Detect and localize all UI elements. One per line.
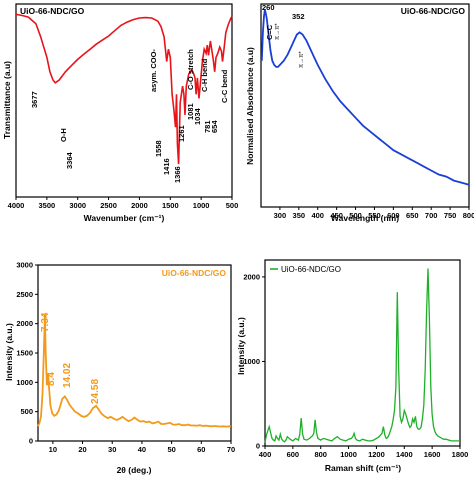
x-tick-label: 1800 — [452, 450, 469, 459]
y-tick-label: 0 — [29, 437, 33, 446]
raman-x-axis-label: Raman shift (cm⁻¹) — [325, 463, 401, 473]
raman-panel: UiO-66-NDC/GO Raman shift (cm⁻¹) Intensi… — [236, 259, 469, 473]
xrd-peak-14-02: 14.02 — [62, 363, 73, 388]
y-tick-label: 1500 — [16, 349, 33, 358]
x-tick-label: 2500 — [100, 201, 117, 210]
y-tick-label: 2000 — [243, 272, 260, 281]
ftir-peak-annotations: 3677 O-H 3364 asym. COO- 1558 1416 1366 … — [30, 49, 229, 183]
x-tick-label: 500 — [226, 201, 239, 210]
x-tick-label: 550 — [368, 211, 381, 220]
ftir-peak-781: 781 — [203, 120, 212, 133]
y-tick-label: 2000 — [16, 319, 33, 328]
x-tick-label: 400 — [259, 450, 272, 459]
uvvis-x-axis-label: Wavelength (nm) — [331, 213, 399, 223]
ftir-ch-bend-label: C-H bend — [200, 58, 209, 92]
x-tick-label: 750 — [444, 211, 457, 220]
x-tick-label: 400 — [311, 211, 324, 220]
ftir-peak-1558: 1558 — [154, 140, 163, 157]
ftir-oh-label: O-H — [59, 128, 68, 142]
raman-legend: UiO-66-NDC/GO — [281, 265, 341, 274]
uvvis-y-axis-label: Normalised Absorbance (a.u) — [245, 47, 255, 165]
xrd-x-axis-label: 2θ (deg.) — [117, 465, 152, 475]
x-tick-label: 60 — [197, 445, 205, 454]
x-tick-label: 40 — [138, 445, 146, 454]
x-tick-label: 20 — [78, 445, 86, 454]
x-tick-label: 300 — [274, 211, 287, 220]
y-tick-label: 1000 — [16, 378, 33, 387]
x-tick-label: 4000 — [8, 201, 25, 210]
ftir-peak-654: 654 — [210, 120, 219, 133]
uvvis-peak-annotations: 260 C=C π→π* 352 π→π* — [262, 3, 305, 68]
ftir-plot-frame — [15, 3, 233, 198]
ftir-cc-bend-label: C-C bend — [220, 69, 229, 103]
uvvis-pi-pi-label-1: π→π* — [275, 23, 281, 40]
ftir-spectrum-line — [15, 13, 233, 165]
ftir-peak-1081: 1081 — [186, 103, 195, 120]
x-tick-label: 600 — [387, 211, 400, 220]
x-tick-label: 1000 — [193, 201, 210, 210]
ftir-peak-1034: 1034 — [193, 107, 202, 125]
uvvis-spectrum-line — [260, 9, 470, 186]
xrd-peak-24-58: 24.58 — [90, 379, 101, 404]
ftir-peak-1416: 1416 — [162, 158, 171, 175]
x-tick-label: 3500 — [39, 201, 56, 210]
x-tick-label: 1500 — [162, 201, 179, 210]
y-tick-label: 1000 — [243, 357, 260, 366]
ftir-co-stretch-label: C-O stretch — [186, 49, 195, 90]
raman-spectrum-line — [264, 268, 460, 443]
y-tick-label: 0 — [256, 442, 260, 451]
x-tick-label: 30 — [108, 445, 116, 454]
xrd-peak-7-34: 7.34 — [40, 312, 51, 332]
x-tick-label: 50 — [167, 445, 175, 454]
x-tick-label: 1600 — [424, 450, 441, 459]
x-tick-label: 3000 — [69, 201, 86, 210]
ftir-panel: UiO-66-NDC/GO Wavenumber (cm⁻¹) Transmit… — [2, 3, 239, 223]
y-tick-label: 3000 — [16, 261, 33, 270]
xrd-peak-8-4: 8.4 — [46, 372, 57, 386]
xrd-y-axis-label: Intensity (a.u.) — [4, 323, 14, 381]
raman-y-axis-label: Intensity (a.u.) — [236, 317, 246, 375]
x-tick-label: 1200 — [368, 450, 385, 459]
ftir-asym-coo-label: asym. COO- — [149, 49, 158, 92]
x-tick-label: 70 — [227, 445, 235, 454]
xrd-legend: UiO-66-NDC/GO — [162, 268, 227, 278]
x-tick-label: 1400 — [396, 450, 413, 459]
x-tick-label: 700 — [425, 211, 438, 220]
uvvis-panel: UiO-66-NDC/GO Wavelength (nm) Normalised… — [245, 3, 474, 223]
x-tick-label: 500 — [349, 211, 362, 220]
uvvis-pi-pi-label-2: π→π* — [299, 51, 305, 68]
x-tick-label: 800 — [463, 211, 474, 220]
x-tick-label: 10 — [49, 445, 57, 454]
uvvis-plot-frame — [260, 3, 470, 208]
x-tick-label: 2000 — [131, 201, 148, 210]
uvvis-legend: UiO-66-NDC/GO — [401, 6, 466, 16]
ftir-peak-1261: 1261 — [177, 125, 186, 142]
x-tick-label: 1000 — [340, 450, 357, 459]
ftir-peak-3677: 3677 — [30, 91, 39, 108]
xrd-plot-frame — [37, 264, 232, 442]
y-tick-label: 2500 — [16, 290, 33, 299]
xrd-panel: UiO-66-NDC/GO 2θ (deg.) Intensity (a.u.)… — [4, 261, 235, 476]
ftir-legend: UiO-66-NDC/GO — [20, 6, 85, 16]
x-tick-label: 600 — [287, 450, 300, 459]
uvvis-peak-260: 260 — [262, 3, 275, 12]
ftir-peak-3364: 3364 — [65, 151, 74, 169]
uvvis-cc-label: C=C — [265, 24, 274, 40]
x-tick-label: 800 — [314, 450, 327, 459]
y-tick-label: 500 — [20, 407, 33, 416]
ftir-y-axis-label: Transmittance (a.u) — [2, 61, 12, 139]
ftir-peak-1366: 1366 — [173, 166, 182, 183]
uvvis-peak-352: 352 — [292, 12, 305, 21]
x-tick-label: 450 — [330, 211, 343, 220]
xrd-pattern-line — [37, 314, 232, 428]
x-tick-label: 650 — [406, 211, 419, 220]
x-tick-label: 350 — [293, 211, 306, 220]
raman-plot-frame — [264, 259, 461, 447]
ftir-x-axis-label: Wavenumber (cm⁻¹) — [84, 213, 165, 223]
xrd-peak-annotations: 7.34 8.4 14.02 24.58 — [40, 312, 101, 404]
